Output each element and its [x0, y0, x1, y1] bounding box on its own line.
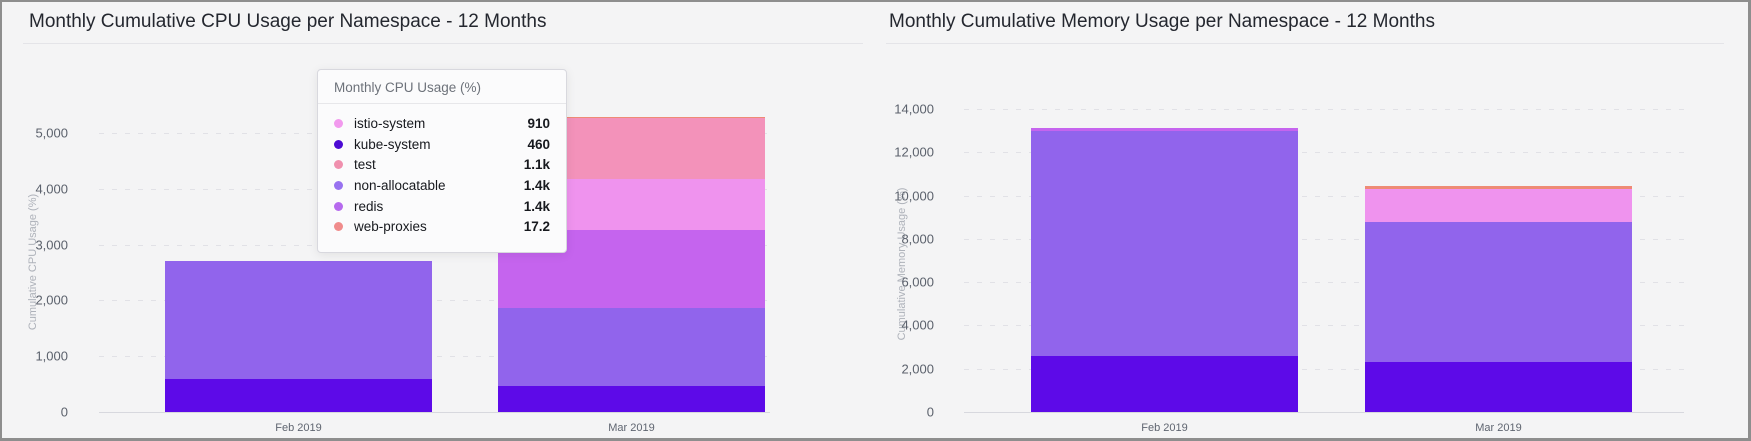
y-tick-label: 10,000 [894, 188, 934, 204]
tooltip-row: web-proxies 17.2 [334, 216, 550, 237]
tooltip-series-value: 1.1k [523, 157, 550, 173]
tooltip-row: non-allocatable 1.4k [334, 175, 550, 196]
y-tick-label: 3,000 [35, 237, 68, 253]
y-axis-title-cpu: Cumulative CPU Usage (%) [27, 193, 39, 331]
y-tick-label: 0 [60, 404, 68, 420]
tooltip-series-name: redis [354, 198, 384, 214]
x-axis-label: Mar 2019 [1475, 422, 1522, 434]
bar-segment-non-allocatable[interactable] [165, 261, 432, 379]
tooltip-series-name: non-allocatable [354, 177, 446, 193]
tooltip-row: test 1.1k [334, 154, 550, 175]
bar-segment-web-proxies[interactable] [498, 116, 765, 118]
gridline [964, 238, 1684, 240]
y-tick-label: 0 [926, 404, 934, 420]
tooltip-series-value: 910 [527, 115, 550, 131]
bar-segment-non-allocatable[interactable] [1365, 221, 1632, 363]
panel-divider-memory [886, 43, 1724, 44]
x-axis-label: Feb 2019 [1141, 422, 1188, 434]
tooltip-series-value: 460 [527, 136, 550, 152]
bar-segment-kube-system[interactable] [498, 386, 765, 412]
series-color-dot [334, 118, 343, 128]
gridline [99, 300, 770, 302]
bar-segment-kube-system[interactable] [1031, 355, 1298, 412]
tooltip-series-name: test [354, 157, 376, 173]
series-color-dot [334, 160, 343, 170]
panel-title-memory[interactable]: Monthly Cumulative Memory Usage per Name… [889, 11, 1435, 32]
bar-segment-istio-system[interactable] [1365, 189, 1632, 222]
bar-segment-kube-system[interactable] [1365, 362, 1632, 412]
x-axis-label: Feb 2019 [275, 422, 322, 434]
y-tick-label: 4,000 [901, 317, 934, 333]
gridline [99, 356, 770, 358]
tooltip-row: redis 1.4k [334, 196, 550, 217]
tooltip-rows: istio-system 910 kube-system 460 test 1.1k non… [318, 104, 566, 247]
gridline [964, 195, 1684, 197]
x-axis-line [964, 412, 1684, 413]
y-tick-label: 12,000 [894, 144, 934, 160]
bar-segment-redis[interactable] [1031, 128, 1298, 131]
x-axis-line [99, 412, 770, 413]
tooltip-series-name: web-proxies [354, 219, 427, 235]
bar-segment-kube-system[interactable] [165, 378, 432, 412]
tooltip-series-value: 17.2 [523, 219, 550, 235]
tooltip-row: kube-system 460 [334, 134, 550, 155]
tooltip-series-name: kube-system [354, 136, 431, 152]
tooltip-series-name: istio-system [354, 115, 426, 131]
x-axis-label: Mar 2019 [608, 422, 655, 434]
y-tick-label: 1,000 [35, 348, 68, 364]
tooltip-series-value: 1.4k [523, 177, 550, 193]
panel-divider-cpu [23, 43, 863, 44]
y-tick-label: 14,000 [894, 101, 934, 117]
y-tick-label: 8,000 [901, 231, 934, 247]
gridline [964, 282, 1684, 284]
gridline [964, 368, 1684, 370]
bar-segment-non-allocatable[interactable] [1031, 130, 1298, 356]
bar-segment-web-proxies[interactable] [1365, 186, 1632, 190]
series-color-dot [334, 222, 343, 232]
y-tick-label: 6,000 [901, 274, 934, 290]
y-tick-label: 2,000 [35, 292, 68, 308]
gridline [964, 325, 1684, 327]
gridline [964, 152, 1684, 154]
y-tick-label: 4,000 [35, 181, 68, 197]
series-color-dot [334, 180, 343, 190]
y-tick-label: 2,000 [901, 361, 934, 377]
series-color-dot [334, 201, 343, 211]
chart-tooltip: Monthly CPU Usage (%) istio-system 910 kub… [317, 69, 567, 253]
series-color-dot [334, 139, 343, 149]
y-tick-label: 5,000 [35, 125, 68, 141]
tooltip-title: Monthly CPU Usage (%) [318, 70, 566, 104]
tooltip-series-value: 1.4k [523, 198, 550, 214]
tooltip-row: istio-system 910 [334, 113, 550, 134]
bar-segment-non-allocatable[interactable] [498, 308, 765, 387]
gridline [964, 109, 1684, 110]
panel-title-cpu[interactable]: Monthly Cumulative CPU Usage per Namespa… [29, 11, 547, 32]
